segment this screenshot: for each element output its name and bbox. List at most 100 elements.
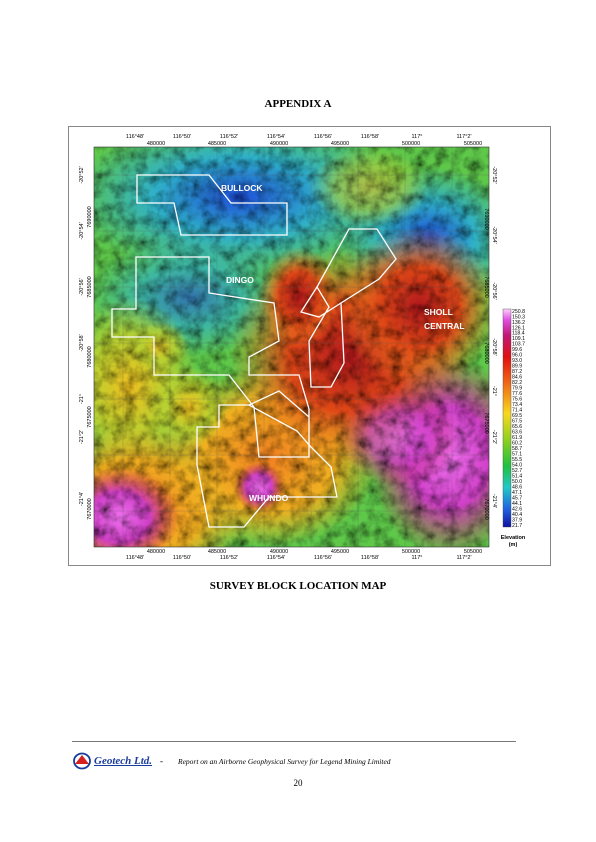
left-lat-label: -20°56' [79, 278, 85, 295]
left-northing-label: 7675000 [87, 406, 93, 427]
bottom-axis-labels: 480000 485000 490000 495000 500000 50500… [126, 549, 482, 561]
bullock-block-outline [136, 174, 288, 236]
figure-caption: SURVEY BLOCK LOCATION MAP [209, 580, 387, 592]
right-lat-label: -20°52' [491, 166, 497, 183]
whundo-extension-outline [248, 390, 310, 418]
bottom-lon-label: 117°2' [456, 555, 471, 561]
legend-value-label: 96.0 [512, 353, 522, 359]
right-lat-label: -20°56' [491, 282, 497, 299]
survey-block-outlines [111, 174, 397, 528]
map-grid [94, 147, 489, 547]
left-lat-label: -21° [79, 394, 85, 404]
legend-color-ramp [502, 308, 512, 528]
top-easting-label: 485000 [208, 141, 226, 147]
top-easting-label: 495000 [331, 141, 349, 147]
legend-value-label: 69.5 [512, 413, 522, 419]
footer-separator: - [160, 756, 163, 766]
elevation-legend: 250.8150.3136.2126.1118.4109.1103.799.69… [501, 309, 526, 548]
legend-unit: (m) [509, 542, 518, 548]
legend-value-label: 93.0 [512, 358, 522, 364]
left-northing-label: 7670000 [87, 498, 93, 519]
top-easting-label: 500000 [402, 141, 420, 147]
bottom-easting-label: 490000 [270, 549, 288, 555]
top-lon-label: 116°58' [361, 134, 379, 140]
top-easting-label: 480000 [147, 141, 165, 147]
whundo-label: WHUNDO [249, 493, 289, 503]
right-northing-label: 7675000 [483, 412, 489, 433]
bottom-easting-label: 480000 [147, 549, 165, 555]
legend-value-label: 109.1 [512, 336, 525, 342]
bottom-easting-label: 495000 [331, 549, 349, 555]
appendix-heading: APPENDIX A [264, 98, 332, 110]
legend-value-label: 136.2 [512, 320, 525, 326]
bottom-lon-label: 116°54' [267, 555, 285, 561]
report-title: Report on an Airborne Geophysical Survey… [178, 757, 391, 766]
top-lon-label: 116°52' [220, 134, 238, 140]
top-lon-label: 116°48' [126, 134, 144, 140]
block-labels: BULLOCK DINGO SHOLL CENTRAL WHUNDO [221, 183, 465, 503]
top-axis-labels: 116°48' 116°50' 116°52' 116°54' 116°56' … [126, 134, 482, 147]
top-lon-label: 117°2' [456, 134, 471, 140]
bottom-lon-label: 117° [412, 555, 423, 561]
right-lat-label: -20°58' [491, 338, 497, 355]
survey-map-figure: BULLOCK DINGO SHOLL CENTRAL WHUNDO 116°4… [68, 126, 551, 566]
top-easting-label: 505000 [464, 141, 482, 147]
bottom-lon-label: 116°48' [126, 555, 144, 561]
legend-value-label: 65.6 [512, 424, 522, 430]
top-lon-label: 116°54' [267, 134, 285, 140]
left-lat-label: -20°58' [79, 334, 85, 351]
legend-value-label: 57.1 [512, 452, 522, 458]
legend-value-label: 21.7 [512, 523, 522, 529]
right-lat-label: -21° [491, 386, 497, 396]
right-northing-label: 7680000 [483, 342, 489, 363]
bullock-label: BULLOCK [221, 183, 263, 193]
legend-value-label: 50.0 [512, 479, 522, 485]
legend-value-label: 67.5 [512, 419, 522, 425]
bottom-easting-label: 505000 [464, 549, 482, 555]
left-lat-label: -21°2' [79, 430, 85, 444]
legend-value-label: 37.9 [512, 517, 522, 523]
legend-value-label: 84.6 [512, 375, 522, 381]
legend-value-label: 82.2 [512, 380, 522, 386]
legend-value-label: 55.5 [512, 457, 522, 463]
legend-value-label: 150.3 [512, 314, 525, 320]
legend-value-label: 77.6 [512, 391, 522, 397]
elevation-raster [94, 147, 489, 547]
sholl-central-extension-outline [299, 286, 342, 318]
legend-title: Elevation [501, 535, 526, 541]
legend-value-label: 75.6 [512, 397, 522, 403]
legend-value-label: 40.4 [512, 512, 522, 518]
whundo-block-outline [196, 404, 338, 528]
legend-value-label: 89.9 [512, 364, 522, 370]
right-northing-label: 7670000 [483, 498, 489, 519]
legend-value-label: 54.0 [512, 462, 522, 468]
bottom-lon-label: 116°50' [173, 555, 191, 561]
right-northing-label: 7690000 [483, 208, 489, 229]
bottom-lon-label: 116°56' [314, 555, 332, 561]
left-northing-label: 7685000 [87, 276, 93, 297]
legend-value-label: 52.7 [512, 468, 522, 474]
legend-value-label: 61.9 [512, 435, 522, 441]
sholl-label: SHOLL [424, 307, 453, 317]
legend-value-label: 99.6 [512, 347, 522, 353]
bottom-easting-label: 485000 [208, 549, 226, 555]
dingo-label: DINGO [226, 275, 254, 285]
bottom-easting-label: 500000 [402, 549, 420, 555]
right-lat-label: -21°4' [491, 494, 497, 508]
left-northing-label: 7680000 [87, 346, 93, 367]
right-northing-label: 7685000 [483, 276, 489, 297]
legend-value-label: 250.8 [512, 309, 525, 315]
top-lon-label: 117° [412, 134, 423, 140]
geotech-logo-icon [73, 752, 91, 770]
legend-value-label: 87.2 [512, 369, 522, 375]
legend-value-label: 73.4 [512, 402, 522, 408]
left-northing-label: 7690000 [87, 206, 93, 227]
right-lat-label: -21°2' [491, 430, 497, 444]
left-lat-label: -20°52' [79, 166, 85, 183]
legend-value-label: 71.4 [512, 408, 522, 414]
top-lon-label: 116°56' [314, 134, 332, 140]
legend-value-label: 51.4 [512, 473, 522, 479]
legend-value-label: 48.6 [512, 484, 522, 490]
right-axis-labels: -20°52' -20°54' -20°56' -20°58' -21° -21… [483, 166, 497, 519]
legend-value-label: 58.7 [512, 446, 522, 452]
